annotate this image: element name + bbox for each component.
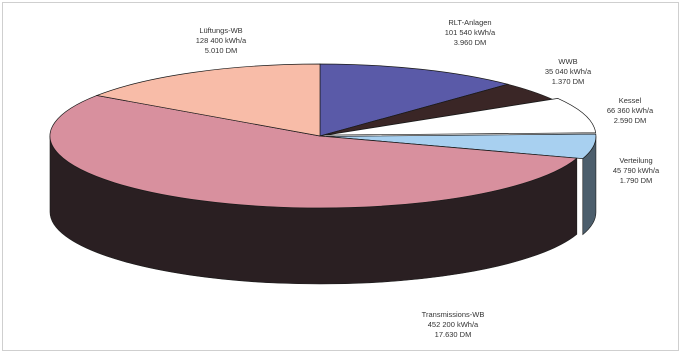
label-kessel-energy: 66 360 kWh/a (607, 106, 654, 115)
label-kessel: Kessel 66 360 kWh/a 2.590 DM (607, 96, 654, 125)
label-lueftungs-wb: Lüftungs-WB 128 400 kWh/a 5.010 DM (196, 26, 247, 55)
label-verteilung: Verteilung 45 790 kWh/a 1.790 DM (613, 156, 660, 185)
label-transmissions-wb: Transmissions-WB 452 200 kWh/a 17.630 DM (422, 310, 485, 339)
label-wwb-energy: 35 040 kWh/a (545, 67, 592, 76)
chart-frame: RLT-Anlagen 101 540 kWh/a 3.960 DM WWB 3… (2, 2, 679, 351)
pie-sides (49, 135, 597, 285)
label-rlt-anlagen: RLT-Anlagen 101 540 kWh/a 3.960 DM (445, 18, 496, 47)
label-transmissions-wb-name: Transmissions-WB (422, 310, 485, 319)
label-verteilung-cost: 1.790 DM (620, 176, 653, 185)
label-lueftungs-wb-energy: 128 400 kWh/a (196, 36, 247, 45)
label-wwb: WWB 35 040 kWh/a 1.370 DM (545, 57, 592, 86)
slice-lueftungs-wb (95, 63, 321, 137)
label-lueftungs-wb-cost: 5.010 DM (205, 46, 238, 55)
label-verteilung-energy: 45 790 kWh/a (613, 166, 660, 175)
slice-kessel (325, 98, 597, 136)
label-rlt-anlagen-cost: 3.960 DM (454, 38, 487, 47)
label-rlt-anlagen-energy: 101 540 kWh/a (445, 28, 496, 37)
label-transmissions-wb-energy: 452 200 kWh/a (428, 320, 479, 329)
label-wwb-cost: 1.370 DM (552, 77, 585, 86)
slice-verteilung (325, 133, 597, 159)
label-transmissions-wb-cost: 17.630 DM (435, 330, 472, 339)
pie-tops (49, 63, 597, 209)
label-lueftungs-wb-name: Lüftungs-WB (199, 26, 242, 35)
label-kessel-name: Kessel (619, 96, 642, 105)
label-kessel-cost: 2.590 DM (614, 116, 647, 125)
slice-rlt-anlagen (319, 63, 510, 137)
pie-chart: RLT-Anlagen 101 540 kWh/a 3.960 DM WWB 3… (49, 18, 660, 339)
slice-transmissions-wb (49, 95, 578, 209)
label-wwb-name: WWB (558, 57, 577, 66)
label-rlt-anlagen-name: RLT-Anlagen (448, 18, 491, 27)
label-verteilung-name: Verteilung (619, 156, 652, 165)
